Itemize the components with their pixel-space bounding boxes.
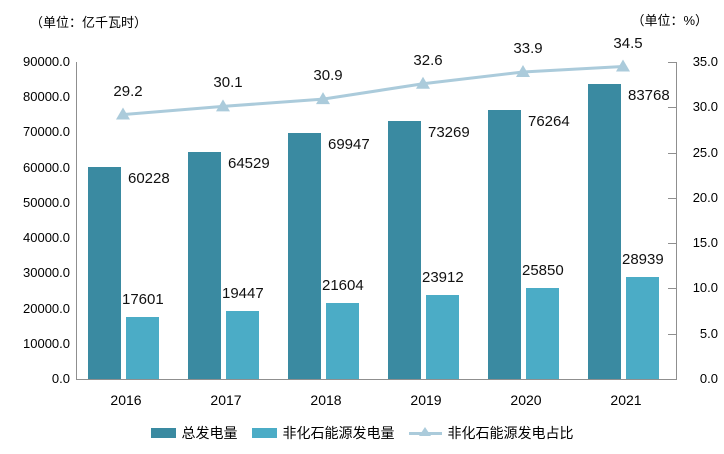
bar-total-2018 — [287, 132, 321, 379]
legend-item: 非化石能源发电占比 — [408, 423, 574, 443]
legend-item: 总发电量 — [150, 423, 238, 443]
triangle-marker — [416, 76, 430, 89]
legend-label: 非化石能源发电占比 — [447, 425, 574, 441]
bar-value-label: 64529 — [228, 154, 270, 172]
left-axis-tick-label: 70000.0 — [23, 124, 70, 140]
bar-total-2020 — [487, 110, 521, 379]
left-axis-tick-label: 80000.0 — [23, 89, 70, 105]
bar-nonfossil-2019 — [425, 294, 459, 379]
line-value-label: 30.9 — [313, 67, 343, 85]
left-axis-line — [76, 62, 77, 380]
right-axis-tick-label: 20.0 — [692, 189, 718, 205]
x-axis-category-label: 2020 — [510, 392, 542, 408]
left-axis-tick-label: 20000.0 — [23, 300, 70, 316]
right-axis-tick-label: 35.0 — [692, 54, 718, 69]
legend-label: 总发电量 — [181, 425, 238, 441]
bar-value-label: 23912 — [422, 268, 464, 286]
bar-value-label: 21604 — [322, 276, 364, 294]
right-unit-label: （单位：%） — [631, 13, 708, 28]
left-axis-tick-label: 0.0 — [51, 371, 70, 386]
bar-nonfossil-2018 — [325, 302, 359, 379]
bar-nonfossil-2021 — [625, 277, 659, 379]
right-axis-tick-mark — [668, 197, 676, 199]
bar-value-label: 76264 — [528, 113, 570, 131]
right-axis-tick-label: 25.0 — [692, 144, 718, 160]
triangle-marker — [116, 107, 130, 120]
triangle-marker — [316, 92, 330, 105]
legend-bar-swatch — [150, 428, 176, 438]
right-axis-tick-label: 15.0 — [692, 235, 718, 251]
left-unit-label: （单位：亿千瓦时） — [30, 15, 148, 30]
right-axis-tick-label: 10.0 — [692, 280, 718, 296]
right-axis-tick-mark — [668, 333, 676, 335]
triangle-marker — [616, 59, 630, 72]
right-axis-tick-mark — [668, 288, 676, 290]
legend-bar-swatch — [251, 428, 277, 438]
bar-nonfossil-2020 — [525, 287, 559, 379]
bottom-axis-line — [76, 379, 677, 380]
bar-value-label: 60228 — [128, 169, 170, 187]
share-line — [122, 65, 624, 117]
x-axis-category-label: 2019 — [410, 392, 442, 408]
left-axis-tick-label: 40000.0 — [23, 230, 70, 246]
left-axis-tick-label: 90000.0 — [23, 54, 70, 69]
right-axis-tick-label: 0.0 — [699, 371, 718, 386]
line-value-label: 33.9 — [513, 39, 543, 57]
legend-line-swatch — [408, 427, 442, 439]
bar-total-2017 — [187, 151, 221, 379]
right-axis-line — [676, 62, 677, 380]
left-axis-tick-label: 10000.0 — [23, 335, 70, 351]
right-axis-tick-mark — [668, 152, 676, 154]
bar-value-label: 28939 — [622, 251, 664, 269]
x-axis-category-label: 2021 — [610, 392, 642, 408]
right-axis-tick-mark — [668, 62, 676, 63]
plot-area: 60228 64529 69947 73269 76264 83768 17601 19447… — [76, 35, 676, 379]
line-value-label: 32.6 — [413, 51, 443, 69]
left-axis-tick-label: 30000.0 — [23, 265, 70, 281]
x-axis-labels: 2016 2017 2018 2019 2020 2021 — [76, 390, 676, 410]
right-axis-tick-label: 30.0 — [692, 99, 718, 115]
bar-value-label: 69947 — [328, 135, 370, 153]
legend-item: 非化石能源发电量 — [251, 423, 395, 443]
triangle-marker — [516, 64, 530, 77]
right-axis-tick-label: 5.0 — [699, 325, 718, 341]
left-axis-tick-label: 50000.0 — [23, 194, 70, 210]
bar-nonfossil-2017 — [225, 310, 259, 379]
percentage-line-series — [116, 59, 630, 120]
right-axis-tick-mark — [668, 107, 676, 109]
x-axis-category-label: 2017 — [210, 392, 242, 408]
x-axis-category-label: 2016 — [110, 392, 142, 408]
triangle-marker — [216, 99, 230, 112]
bar-total-2021 — [587, 83, 621, 379]
line-value-label: 34.5 — [613, 34, 643, 52]
line-value-label: 29.2 — [113, 82, 143, 100]
right-axis-tick-mark — [668, 243, 676, 245]
bar-value-label: 25850 — [522, 261, 564, 279]
bar-value-label: 83768 — [628, 86, 670, 104]
left-axis-tick-label: 60000.0 — [23, 159, 70, 175]
bar-total-2016 — [87, 166, 121, 379]
legend-triangle-marker — [419, 427, 431, 436]
line-value-label: 30.1 — [213, 74, 243, 92]
bar-nonfossil-2016 — [125, 317, 159, 379]
bar-value-label: 17601 — [122, 291, 164, 308]
bar-value-label: 73269 — [428, 123, 470, 141]
legend-label: 非化石能源发电量 — [282, 425, 395, 441]
x-axis-category-label: 2018 — [310, 392, 342, 408]
legend: 总发电量 非化石能源发电量 非化石能源发电占比 — [0, 423, 724, 443]
bar-total-2019 — [387, 120, 421, 379]
bar-value-label: 19447 — [222, 284, 264, 302]
